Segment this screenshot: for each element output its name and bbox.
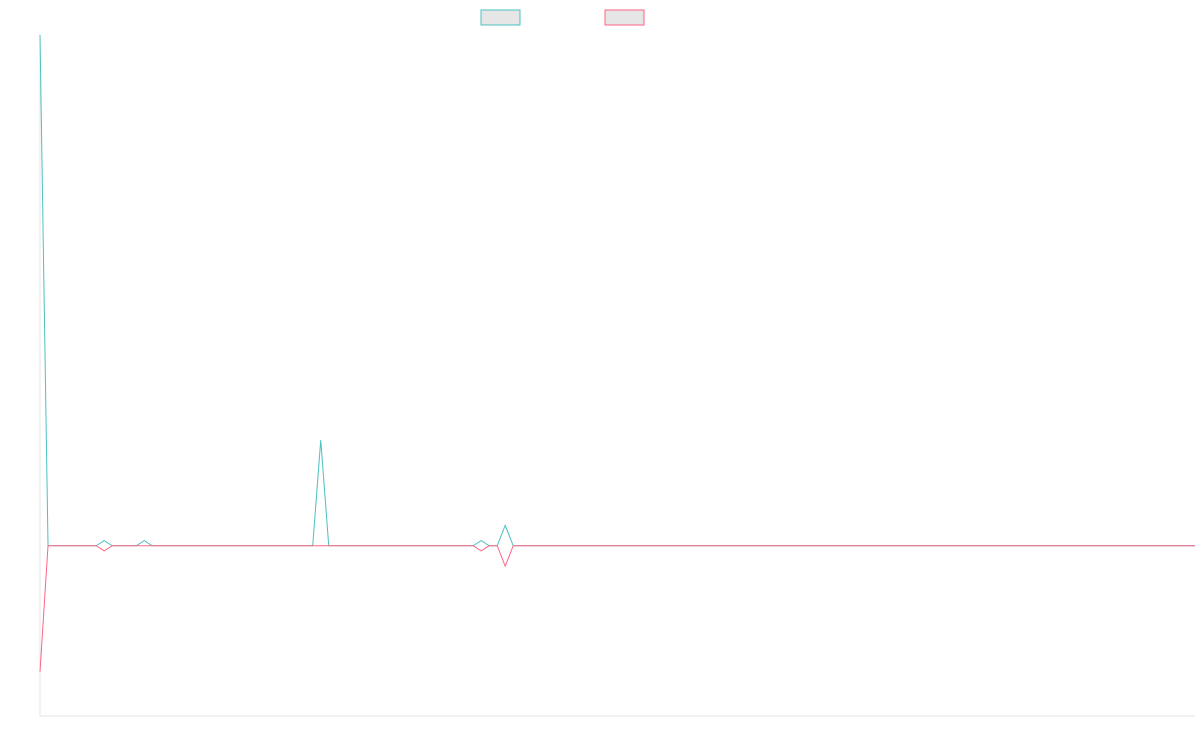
series-line-2 (39, 545, 1195, 672)
legend-swatch-2[interactable] (604, 9, 645, 26)
legend-swatch-1[interactable] (480, 9, 521, 26)
series-layer (39, 34, 1195, 672)
series-line-1 (39, 34, 1195, 547)
legend (480, 9, 645, 26)
